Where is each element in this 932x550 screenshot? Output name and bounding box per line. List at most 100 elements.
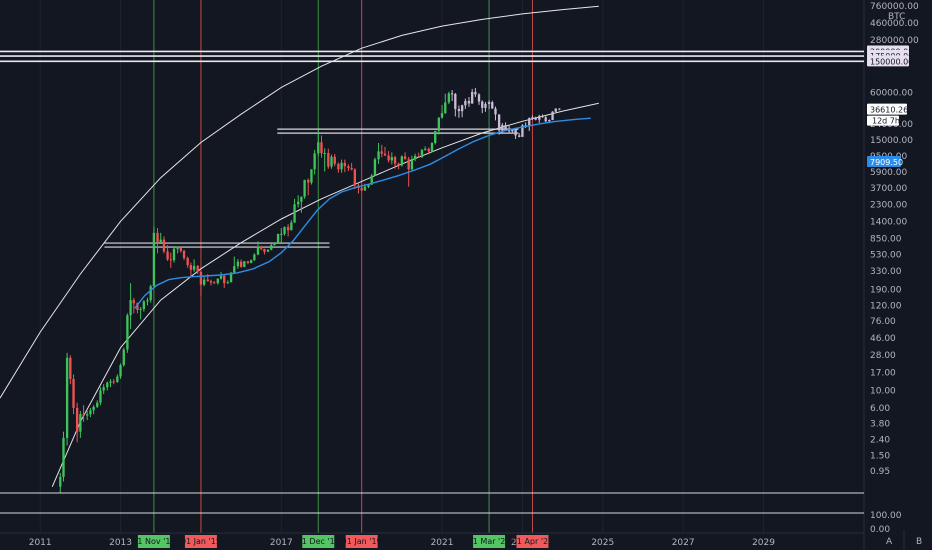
candle xyxy=(423,148,427,150)
candle xyxy=(89,410,92,415)
date-tag xyxy=(302,535,335,548)
candle xyxy=(246,261,250,263)
candle xyxy=(283,226,286,234)
candle xyxy=(62,437,65,477)
candle xyxy=(317,142,320,154)
faded-candle xyxy=(454,94,457,109)
upper-curve xyxy=(0,5,599,399)
candle xyxy=(387,155,390,161)
candle xyxy=(410,158,414,170)
candle xyxy=(126,315,129,350)
candle xyxy=(169,259,172,261)
faded-candle xyxy=(558,108,561,110)
candle xyxy=(96,402,99,407)
candle xyxy=(347,166,350,169)
price-tick-label: 330.00 xyxy=(870,267,902,277)
candle xyxy=(119,365,122,377)
candle xyxy=(367,184,370,187)
faded-candle xyxy=(551,111,554,121)
candle xyxy=(182,250,186,258)
faded-candle xyxy=(518,135,521,137)
candle xyxy=(86,414,89,416)
date-tag-text: 01 Apr '23 xyxy=(512,537,553,546)
candle xyxy=(343,162,346,167)
candle xyxy=(166,251,169,260)
candle xyxy=(280,233,283,235)
candle xyxy=(102,387,105,391)
candle xyxy=(293,204,296,223)
candle xyxy=(99,390,102,403)
auto-scale-button[interactable]: A xyxy=(886,537,893,547)
candle xyxy=(209,280,213,283)
candle xyxy=(176,248,179,250)
candle xyxy=(370,175,373,185)
candle xyxy=(179,248,183,251)
faded-candle xyxy=(538,115,541,120)
time-axis[interactable]: 2011201320152017201920212023202520272029 xyxy=(0,532,864,548)
candle xyxy=(434,130,437,143)
faded-candle xyxy=(467,100,471,104)
faded-candle xyxy=(450,93,454,95)
price-tick-label: 76.00 xyxy=(870,317,896,327)
candle xyxy=(390,157,393,161)
candle xyxy=(327,153,330,167)
faded-candle xyxy=(474,91,477,95)
candle xyxy=(290,222,293,231)
candle xyxy=(109,381,112,383)
faded-candle xyxy=(554,108,557,112)
candle xyxy=(276,234,280,243)
faded-candle xyxy=(494,108,497,115)
time-tick-label: 2017 xyxy=(270,538,293,548)
candle xyxy=(192,265,196,270)
candle xyxy=(75,407,79,432)
candle xyxy=(256,246,260,255)
candle xyxy=(320,142,323,154)
faded-candle xyxy=(548,120,551,122)
candle xyxy=(139,309,142,311)
candle xyxy=(407,159,410,170)
candle xyxy=(400,156,404,166)
candle xyxy=(333,156,336,164)
candle xyxy=(350,168,353,170)
faded-candle xyxy=(484,103,487,108)
ma-price-tag xyxy=(867,156,901,168)
candle xyxy=(189,265,193,270)
candle xyxy=(92,406,95,411)
candle xyxy=(106,382,109,388)
price-axis[interactable]: 760000.00460000.00280000.0060000.0024000… xyxy=(870,2,919,477)
candle xyxy=(69,357,72,379)
candle xyxy=(149,286,152,301)
time-tick-label: 2011 xyxy=(29,538,52,548)
faded-candle xyxy=(511,129,514,132)
candle xyxy=(260,246,263,249)
candle xyxy=(266,249,270,252)
candle xyxy=(233,266,236,273)
candle xyxy=(146,300,149,302)
lower-curve xyxy=(51,102,599,487)
level-price-text: 150000.00 xyxy=(870,57,913,66)
price-tick-label: 5900.00 xyxy=(870,168,907,178)
candle xyxy=(82,414,85,416)
cycle-lines xyxy=(153,0,533,533)
candle xyxy=(206,279,209,281)
countdown-tag xyxy=(867,115,899,126)
log-scale-button[interactable]: B xyxy=(916,537,922,547)
candle xyxy=(303,179,306,197)
candle xyxy=(380,151,383,154)
price-tick-label: 280000.00 xyxy=(870,36,919,46)
candle xyxy=(360,188,363,191)
resistance-lines xyxy=(0,50,864,248)
candles-layer xyxy=(59,87,561,493)
candle xyxy=(112,381,115,383)
faded-candle xyxy=(528,118,531,126)
price-tick-label: 120.00 xyxy=(870,301,902,311)
faded-candle xyxy=(471,91,474,104)
faded-candle xyxy=(521,125,524,137)
candle xyxy=(72,378,75,408)
candle xyxy=(427,148,430,152)
date-tag-text: 01 Mar '22 xyxy=(468,537,511,546)
candle xyxy=(159,239,162,243)
